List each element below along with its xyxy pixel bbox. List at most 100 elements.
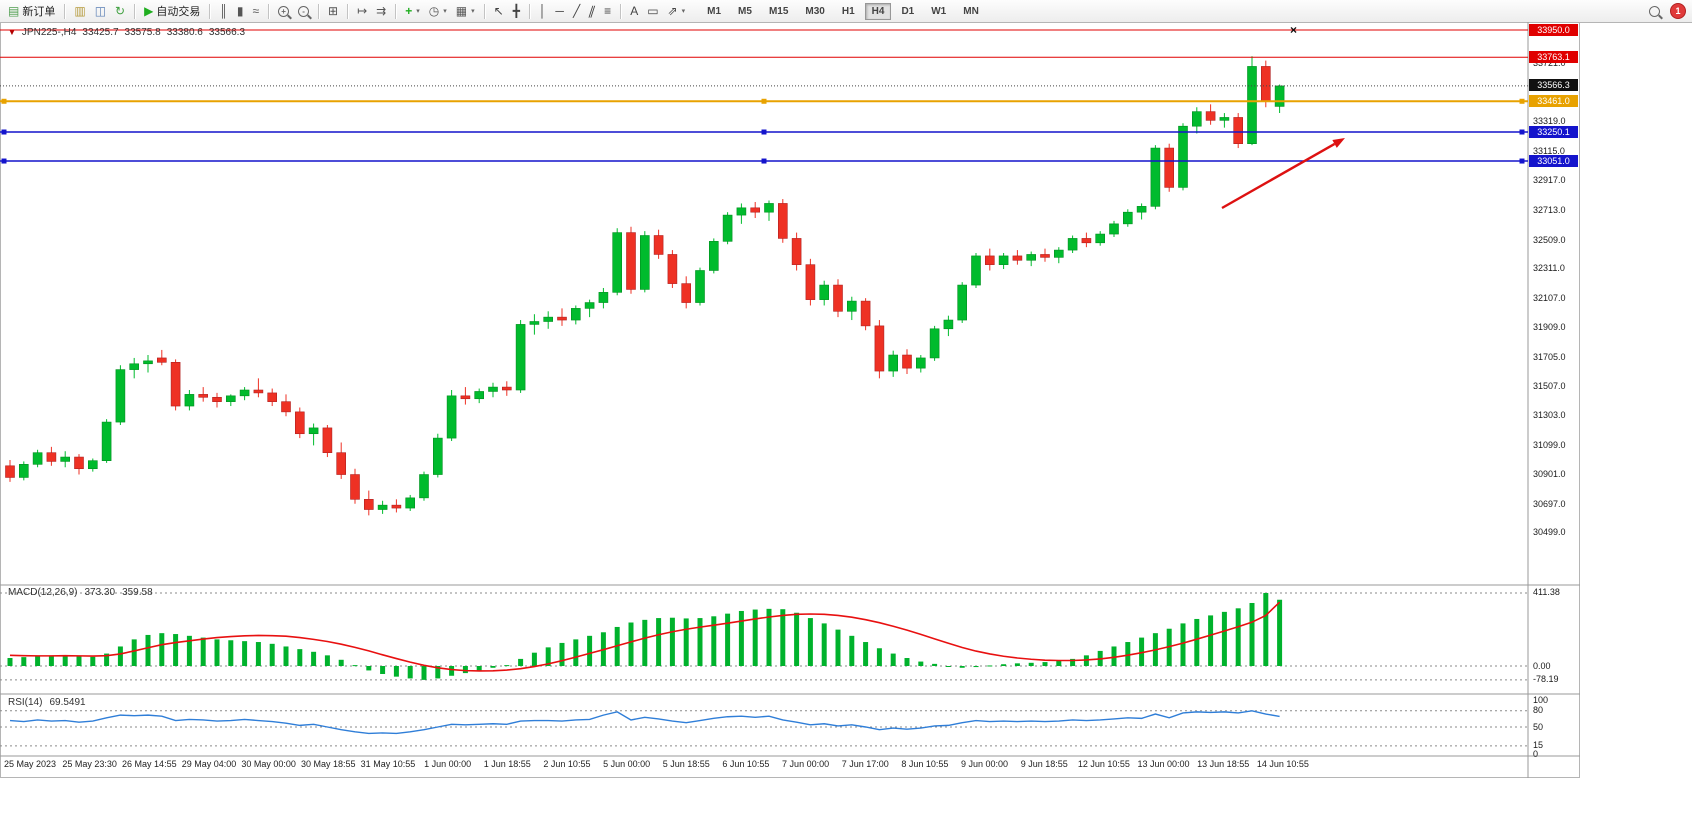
chart-shift-button[interactable]: ⇉ <box>372 1 390 21</box>
rsi-line <box>9 710 1280 735</box>
time-tick: 30 May 00:00 <box>241 759 296 769</box>
rsi-current-value: 69.5491 <box>49 697 86 708</box>
toolbar-separator <box>268 3 270 19</box>
time-tick: 13 Jun 00:00 <box>1137 759 1190 769</box>
macd-signal-value: 359.58 <box>122 587 153 598</box>
toolbar-separator <box>395 3 397 19</box>
price-tick: 32509.0 <box>1533 234 1566 245</box>
bar-chart-icon: ║ <box>219 4 228 18</box>
price-tick: 33319.0 <box>1533 116 1566 127</box>
periods-button[interactable]: ◷ ▾ <box>425 1 451 21</box>
rsi-axis-tick: 80 <box>1533 705 1544 716</box>
chevron-down-icon: ▾ <box>443 8 447 15</box>
new-chart-button[interactable]: ▥ <box>70 1 89 21</box>
toolbar-separator <box>483 3 485 19</box>
chart-frame <box>0 22 1580 778</box>
rsi-label: RSI(14) 69.5491 <box>8 697 86 708</box>
tile-windows-icon: ⊞ <box>328 4 339 18</box>
auto-scroll-button[interactable]: ↦ <box>353 1 371 21</box>
autotrading-button-label: 自动交易 <box>156 6 201 18</box>
macd-axis-tick: -78.19 <box>1533 674 1559 685</box>
timeframe-m5[interactable]: M5 <box>738 5 752 17</box>
notification-badge[interactable]: 1 <box>1670 3 1686 19</box>
time-tick: 12 Jun 10:55 <box>1077 759 1130 769</box>
timeframe-h4[interactable]: H4 <box>864 2 892 20</box>
price-box: 33051.0 <box>1529 154 1578 167</box>
rsi-axis-tick: 0 <box>1533 748 1539 759</box>
new-order-icon: ▤ <box>8 4 20 18</box>
hline-33250[interactable] <box>0 129 1528 135</box>
zoom-in-icon: + <box>278 5 290 17</box>
timeframe-mn[interactable]: MN <box>963 5 979 17</box>
toolbar-right: 1 <box>1645 0 1686 22</box>
fibonacci-button[interactable]: ≡ <box>600 1 615 21</box>
trendline-button[interactable]: ╱ <box>569 1 584 21</box>
tile-windows-button[interactable]: ⊞ <box>324 1 342 21</box>
price-box: 33250.1 <box>1529 125 1578 138</box>
templates-button[interactable]: ▦ ▾ <box>452 1 479 21</box>
timeframe-h1[interactable]: H1 <box>841 5 855 17</box>
time-tick: 5 Jun 18:55 <box>662 759 710 769</box>
price-box: 33461.0 <box>1529 94 1578 107</box>
price-tick: 32917.0 <box>1533 175 1566 186</box>
text-label-button[interactable]: ▭ <box>643 1 662 21</box>
timeframe-m1[interactable]: M1 <box>707 5 722 17</box>
timeframe-m15[interactable]: M15 <box>768 5 789 17</box>
trend-arrow[interactable] <box>1221 138 1345 210</box>
chart-low-value: 33380.6 <box>166 27 203 38</box>
macd-signal-line <box>9 601 1281 672</box>
chart-close-icon[interactable]: × <box>1290 23 1298 37</box>
search-button[interactable] <box>1645 1 1664 21</box>
text-button[interactable]: A <box>626 1 642 21</box>
cursor-button[interactable]: ↖ <box>490 1 508 21</box>
macd-main-value: 373.30 <box>84 587 116 598</box>
price-tick: 30697.0 <box>1533 498 1566 509</box>
trendline-icon: ╱ <box>572 4 581 18</box>
channel-button[interactable]: ∥ <box>585 1 599 21</box>
hline-33461[interactable] <box>0 98 1528 104</box>
hline-33051[interactable] <box>0 158 1528 164</box>
zoom-out-icon: - <box>298 5 310 17</box>
price-tick: 33115.0 <box>1533 146 1565 157</box>
bar-chart-button[interactable]: ║ <box>215 1 232 21</box>
chart-high-value: 33575.8 <box>124 27 161 38</box>
refresh-button[interactable]: ↻ <box>111 1 129 21</box>
timeframe-w1[interactable]: W1 <box>931 5 947 17</box>
chart-symbol-icon: ▼ <box>8 28 16 37</box>
profiles-button[interactable]: ◫ <box>91 1 110 21</box>
macd-axis-tick: 0.00 <box>1533 660 1551 671</box>
periods-icon: ◷ <box>428 4 440 18</box>
arrows-button[interactable]: ⇗ ▾ <box>664 1 690 21</box>
chevron-down-icon: ▾ <box>681 8 686 15</box>
time-tick: 8 Jun 10:55 <box>901 759 949 769</box>
rsi-axis-tick: 15 <box>1533 740 1544 751</box>
chevron-down-icon: ▾ <box>416 8 420 15</box>
vertical-line-button[interactable]: │ <box>535 1 551 21</box>
toolbar-separator <box>209 3 211 19</box>
autotrading-button[interactable]: ▶ 自动交易 <box>140 1 204 21</box>
zoom-out-button[interactable]: - <box>294 1 313 21</box>
time-tick: 25 May 2023 <box>3 759 57 769</box>
horizontal-line-button[interactable]: ─ <box>551 1 568 21</box>
timeframe-m30[interactable]: M30 <box>805 5 825 17</box>
fibonacci-icon: ≡ <box>604 4 612 18</box>
candlestick-button[interactable]: ▮ <box>233 1 248 21</box>
chart-open-value: 33425.7 <box>82 27 119 38</box>
zoom-in-button[interactable]: + <box>274 1 293 21</box>
new-order-button[interactable]: ▤ 新订单 <box>4 1 59 21</box>
time-tick: 25 May 23:30 <box>62 759 117 769</box>
crosshair-icon: ╋ <box>512 4 520 18</box>
timeframe-d1[interactable]: D1 <box>901 5 915 17</box>
chart-plot-area[interactable] <box>0 22 1580 778</box>
channel-icon: ∥ <box>586 4 598 18</box>
toolbar-separator <box>64 3 66 19</box>
text-label-icon: ▭ <box>647 4 659 18</box>
price-tick: 31099.0 <box>1533 440 1566 451</box>
indicators-button[interactable]: + ▾ <box>401 1 424 21</box>
chart-shift-icon: ⇉ <box>376 4 387 18</box>
timeframe-buttons: M1 M5 M15 M30 H1 H4 D1 W1 MN <box>699 2 987 20</box>
time-tick: 29 May 04:00 <box>181 759 237 769</box>
line-chart-button[interactable]: ≈ <box>248 1 263 21</box>
toolbar-separator <box>347 3 349 19</box>
crosshair-button[interactable]: ╋ <box>509 1 524 21</box>
